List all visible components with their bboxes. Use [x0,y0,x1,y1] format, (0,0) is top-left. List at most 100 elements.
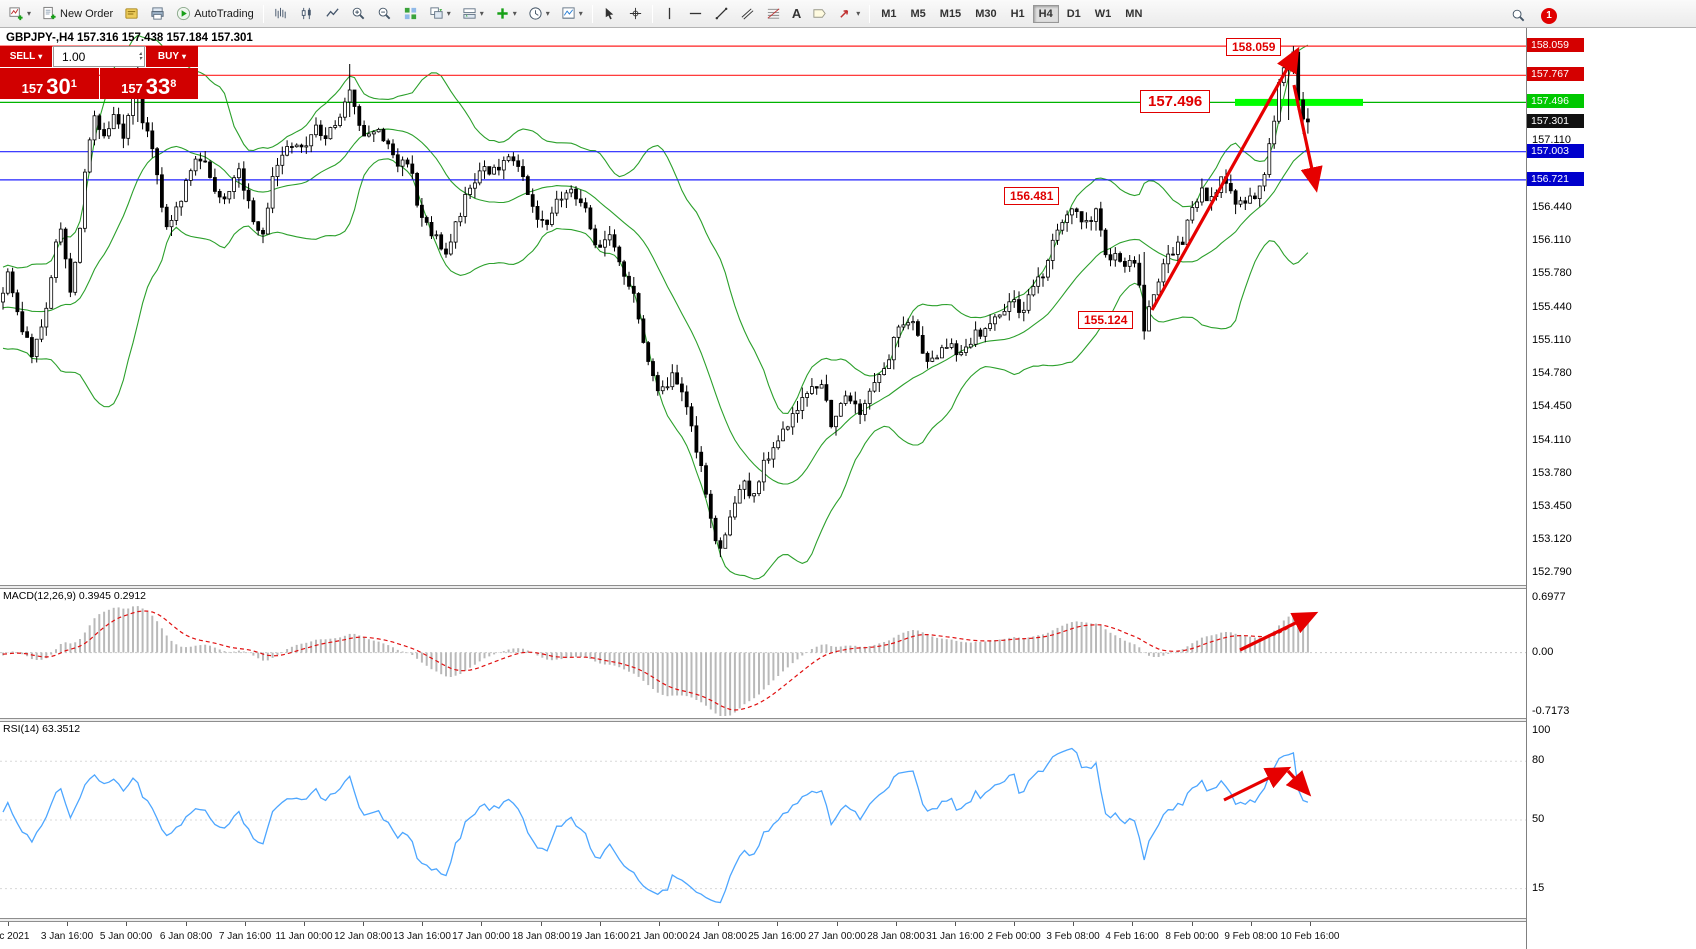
panel-separator[interactable] [0,585,1586,589]
rsi-scale-label: 15 [1532,882,1545,894]
trend-arrow[interactable] [1223,766,1292,802]
fibonacci-tool-button[interactable] [761,2,786,25]
notification-badge[interactable]: 1 [1541,7,1557,24]
trend-arrow[interactable] [1239,611,1319,652]
indicators-button[interactable]: ▾ [490,2,522,25]
toolbar-separator [869,4,871,23]
price-tag: 157.003 [1527,144,1584,158]
sell-tab[interactable]: SELL ▾ [0,46,52,67]
zoom-out-button[interactable] [372,2,397,25]
timeframe-d1[interactable]: D1 [1061,5,1087,23]
timeframe-h4[interactable]: H4 [1032,4,1059,23]
main-chart[interactable] [0,28,1526,585]
print-button[interactable] [145,2,170,25]
sell-label: SELL [9,51,36,62]
zoom-in-button[interactable] [346,2,371,25]
arrows-tool-button[interactable]: ▾ [833,2,865,25]
bollinger-bands [2,34,1309,580]
timeframe-mn[interactable]: MN [1119,5,1148,23]
volume-value: 1.00 [62,49,86,64]
trend-arrow[interactable] [1292,84,1323,193]
macd-scale-label: -0.7173 [1532,705,1570,717]
price-axis-label: 156.440 [1532,201,1572,213]
price-callout[interactable]: 155.124 [1078,311,1134,329]
chevron-down-icon: ▾ [446,8,451,18]
trend-arrow[interactable] [1285,769,1312,797]
volume-input[interactable]: 1.00 ▴ ▾ [53,46,145,67]
panel-separator[interactable] [0,718,1586,722]
zoom-out-icon [378,7,391,20]
crosshair-tool-button[interactable] [623,2,648,25]
buy-price-button[interactable]: 157 33 8 [99,68,198,99]
price-axis-label: 154.110 [1532,434,1571,446]
toolbar-separator [262,4,264,23]
volume-spinner[interactable]: ▴ ▾ [139,51,142,62]
tile-windows-button[interactable] [398,2,423,25]
periods-button[interactable]: ▾ [523,2,555,25]
price-axis-label: 153.450 [1532,500,1572,512]
price-callout[interactable]: 158.059 [1226,38,1282,56]
macd-scale-label: 0.00 [1532,646,1554,658]
price-axis-label: 154.780 [1532,367,1572,379]
label-tool-button[interactable] [807,2,832,25]
trendline-tool-button[interactable] [709,2,734,25]
text-tool-button[interactable]: A [787,2,806,25]
timeframe-h1[interactable]: H1 [1005,5,1031,23]
arrange-windows-button[interactable]: ▾ [457,2,489,25]
macd-label: MACD(12,26,9) 0.3945 0.2912 [3,590,147,602]
time-label: 5 Jan 00:00 [99,931,153,942]
horizontal-line-tool-button[interactable] [683,2,708,25]
rsi-scale-label: 80 [1532,754,1545,766]
rsi-label: RSI(14) 63.3512 [3,723,81,735]
line-chart-button[interactable] [320,2,345,25]
time-label: Dec 2021 [0,931,30,942]
time-tick [777,922,778,926]
time-label: 24 Jan 08:00 [689,931,747,942]
time-label: 18 Jan 08:00 [512,931,570,942]
crosshair-icon [629,7,641,20]
metaeditor-button[interactable] [119,2,144,25]
price-callout[interactable]: 156.481 [1004,187,1060,205]
new-order-button[interactable]: New Order [37,2,118,25]
bar-chart-button[interactable] [268,2,293,25]
time-tick [1251,922,1252,926]
price-axis-label: 152.790 [1532,566,1572,578]
new-chart-button[interactable]: ▾ [4,2,36,25]
channel-tool-button[interactable] [735,2,760,25]
candlestick-chart-button[interactable] [294,2,319,25]
time-tick [363,922,364,926]
timeframe-m1[interactable]: M1 [875,5,902,23]
vertical-line-tool-button[interactable] [657,2,682,25]
time-tick [126,922,127,926]
sell-price-big: 30 [46,74,71,99]
timeframe-m30[interactable]: M30 [969,5,1002,23]
metaeditor-icon [125,8,138,19]
timeframe-w1[interactable]: W1 [1089,5,1118,23]
price-callout[interactable]: 157.496 [1140,90,1211,113]
time-tick [304,922,305,926]
new-order-label: New Order [60,7,114,20]
templates-button[interactable]: ▾ [556,2,588,25]
toolbar: ▾ New Order AutoTrading ▾ ▾ ▾ [0,0,1696,28]
sell-price-button[interactable]: 157 30 1 [0,68,99,99]
autotrading-button[interactable]: AutoTrading [171,2,259,25]
timeframe-m15[interactable]: M15 [934,5,967,23]
search-button[interactable] [1506,4,1531,27]
timeframe-m5[interactable]: M5 [905,5,932,23]
price-scale[interactable]: 157.110 156.440 156.110 155.780 155.440 155.1… [1526,28,1586,949]
macd-panel[interactable] [0,589,1526,718]
one-click-trading-panel: SELL ▾ 1.00 ▴ ▾ BUY ▾ 157 30 1 157 33 8 [0,46,198,99]
time-label: 7 Jan 16:00 [218,931,272,942]
cascade-windows-button[interactable]: ▾ [424,2,456,25]
panel-separator[interactable] [0,918,1586,922]
bollinger-lower [2,158,1309,580]
trend-arrow[interactable] [1150,46,1300,311]
buy-tab[interactable]: BUY ▾ [146,46,198,67]
cursor-tool-button[interactable] [597,2,622,25]
macd-histogram [2,606,1309,716]
price-axis-label: 154.450 [1532,400,1572,412]
time-tick [481,922,482,926]
time-tick [1014,922,1015,926]
time-axis[interactable]: Dec 2021 3 Jan 16:00 5 Jan 00:00 6 Jan 08:0… [0,922,1586,949]
rsi-panel[interactable] [0,722,1526,918]
